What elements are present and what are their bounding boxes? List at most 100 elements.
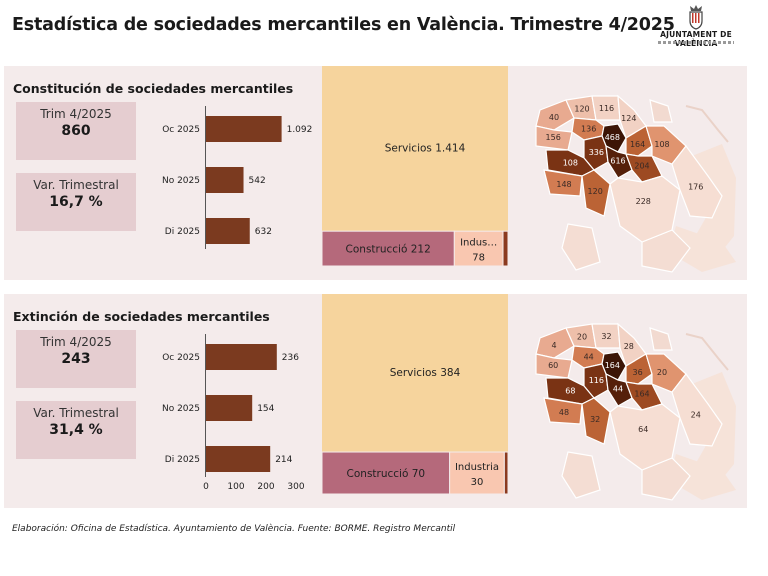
district-polygon: [535, 99, 575, 131]
bar: [206, 344, 277, 370]
district-value-label: 32: [601, 332, 611, 341]
treemap-label: Construcció 212: [346, 244, 431, 256]
kpi-period-value: 243: [61, 351, 91, 367]
treemap-label: Servicios 384: [390, 367, 461, 379]
bar: [206, 167, 244, 193]
district-polygon: [543, 169, 583, 197]
treemap-label: Industria: [455, 462, 499, 473]
district-value-label: 44: [584, 353, 594, 362]
treemap-block: [502, 230, 508, 266]
port-area: [668, 454, 736, 500]
bar-category-label: Di 2025: [165, 227, 200, 237]
extinction-bar-chart: Oc 2025 236 No 2025 154 Di 2025 214 0 100 200 300: [162, 334, 305, 492]
district-polygon: [649, 99, 673, 123]
treemap-block: [322, 66, 508, 232]
district-polygon: [671, 373, 723, 447]
kpi-period-value: 860: [61, 123, 91, 139]
bar-value-label: 632: [255, 227, 272, 237]
city-crest-icon: [689, 5, 703, 30]
bar: [206, 395, 253, 421]
district-value-label: 28: [624, 342, 634, 351]
constitution-kpi-period: Trim 4/2025 860: [16, 102, 136, 160]
logo-name: AJUNTAMENT DE VALÈNCIA: [660, 30, 732, 48]
district-value-label: 156: [546, 133, 561, 142]
district-polygon: [617, 94, 647, 139]
source-note: Elaboración: Oficina de Estadística. Ayu…: [12, 524, 456, 534]
district-value-label: 20: [657, 368, 667, 377]
district-value-label: 68: [565, 386, 575, 395]
district-polygon: [625, 125, 653, 157]
treemap-block: [449, 451, 505, 494]
district-value-label: 616: [610, 156, 625, 165]
district-value-label: 108: [563, 158, 578, 167]
district-polygon: [671, 145, 723, 219]
constitution-district-map: 40 120 116 156 136 124 468 164 108 336 616 204 108 14…: [535, 94, 736, 273]
district-value-label: 36: [633, 368, 643, 377]
district-value-label: 24: [691, 411, 701, 420]
district-polygon: [581, 169, 611, 217]
district-polygon: [625, 353, 653, 385]
district-polygon: [535, 125, 573, 151]
district-value-label: 164: [634, 390, 649, 399]
bar: [206, 218, 250, 244]
kpi-var-label: Var. Trimestral: [33, 178, 119, 192]
district-value-label: 228: [636, 197, 651, 206]
district-value-label: 48: [559, 408, 569, 417]
treemap-label: 78: [472, 253, 485, 264]
constitution-bar-chart: Oc 2025 1.092 No 2025 542 Di 2025 632: [162, 106, 313, 249]
district-value-label: 116: [589, 376, 604, 385]
district-polygon: [535, 327, 575, 359]
bar-value-label: 236: [282, 353, 299, 363]
district-value-label: 108: [654, 140, 669, 149]
treemap-label: Indus…: [460, 238, 497, 249]
treemap-label: Servicios 1.414: [385, 143, 466, 155]
x-tick-label: 100: [227, 482, 244, 492]
bar-category-label: Oc 2025: [162, 353, 200, 363]
constitution-treemap: Servicios 1.414 Construcció 212 Indus… 78: [322, 66, 508, 266]
bar-category-label: No 2025: [162, 404, 200, 414]
district-polygon: [561, 451, 601, 499]
district-value-label: 64: [638, 425, 648, 434]
page-title: Estadística de sociedades mercantiles en…: [12, 15, 675, 35]
extinction-kpi-period: Trim 4/2025 243: [16, 330, 136, 388]
district-polygon: [561, 223, 601, 271]
x-tick-label: 200: [257, 482, 274, 492]
district-polygon: [581, 397, 611, 445]
treemap-label: Construcció 70: [347, 468, 426, 480]
district-value-label: 468: [605, 133, 620, 142]
bar-value-label: 214: [275, 455, 292, 465]
district-value-label: 32: [590, 415, 600, 424]
bar: [206, 116, 282, 142]
river-line: [685, 105, 729, 143]
extinction-title: Extinción de sociedades mercantiles: [13, 309, 270, 324]
district-value-label: 336: [589, 148, 604, 157]
kpi-var-value: 31,4 %: [49, 422, 103, 438]
district-value-label: 136: [581, 125, 596, 134]
district-value-label: 4: [551, 341, 556, 350]
kpi-period-label: Trim 4/2025: [40, 335, 112, 349]
bar-category-label: No 2025: [162, 176, 200, 186]
treemap-block: [322, 451, 451, 494]
logo-subline: [658, 41, 734, 44]
district-value-label: 124: [621, 114, 636, 123]
extinction-treemap: Servicios 384 Construcció 70 Industria 30: [322, 294, 508, 494]
x-tick-label: 0: [203, 482, 209, 492]
treemap-block: [503, 451, 508, 494]
bar-value-label: 1.092: [287, 125, 313, 135]
city-logo: AJUNTAMENT DE VALÈNCIA: [640, 2, 752, 48]
district-value-label: 164: [630, 140, 645, 149]
treemap-block: [322, 294, 508, 453]
x-tick-label: 300: [287, 482, 304, 492]
district-polygon: [543, 397, 583, 425]
treemap-block: [322, 230, 455, 266]
district-polygon: [617, 322, 647, 367]
bar-value-label: 154: [257, 404, 274, 414]
district-polygon: [535, 353, 573, 379]
constitution-title: Constitución de sociedades mercantiles: [13, 81, 294, 96]
district-value-label: 60: [548, 361, 558, 370]
district-value-label: 116: [599, 104, 614, 113]
district-value-label: 120: [574, 105, 589, 114]
kpi-var-value: 16,7 %: [49, 194, 103, 210]
kpi-var-label: Var. Trimestral: [33, 406, 119, 420]
treemap-label: 30: [471, 477, 484, 488]
